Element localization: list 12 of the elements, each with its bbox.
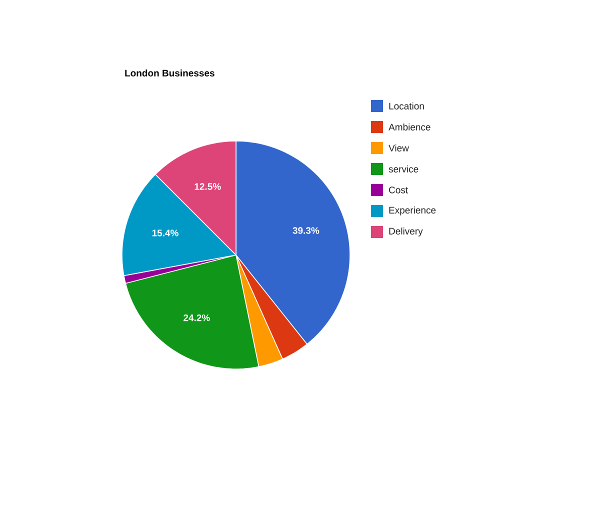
legend-label: View	[388, 144, 409, 152]
legend-label: service	[388, 166, 418, 172]
data-label: 15.4%	[152, 230, 178, 236]
legend-label: Ambience	[388, 124, 430, 130]
data-label: 39.3%	[292, 227, 320, 234]
legend-label: Delivery	[389, 228, 423, 236]
legend-label: Experience	[389, 206, 436, 216]
legend-label: Cost	[389, 186, 408, 194]
data-label: 24.2%	[184, 314, 210, 322]
legend-label: Location	[389, 102, 424, 110]
chart-title: London Businesses	[125, 70, 214, 76]
data-label: 12.5%	[194, 183, 221, 190]
